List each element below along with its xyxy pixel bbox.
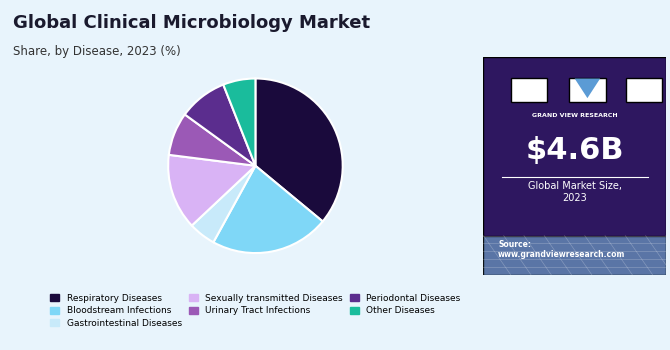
Text: Global Clinical Microbiology Market: Global Clinical Microbiology Market (13, 14, 371, 32)
Text: $4.6B: $4.6B (525, 136, 624, 165)
FancyBboxPatch shape (484, 236, 666, 275)
FancyBboxPatch shape (569, 78, 606, 103)
FancyBboxPatch shape (484, 57, 666, 275)
Wedge shape (192, 166, 255, 242)
Wedge shape (168, 155, 255, 225)
Text: Source:
www.grandviewresearch.com: Source: www.grandviewresearch.com (498, 240, 625, 259)
Text: GRAND VIEW RESEARCH: GRAND VIEW RESEARCH (532, 113, 618, 118)
Wedge shape (223, 78, 255, 166)
Wedge shape (255, 78, 343, 222)
FancyBboxPatch shape (511, 78, 547, 103)
Text: Share, by Disease, 2023 (%): Share, by Disease, 2023 (%) (13, 46, 181, 58)
Wedge shape (213, 166, 323, 253)
FancyBboxPatch shape (626, 78, 662, 103)
Wedge shape (185, 85, 255, 166)
Polygon shape (575, 78, 600, 98)
Text: Global Market Size,
2023: Global Market Size, 2023 (528, 181, 622, 203)
Wedge shape (169, 114, 255, 166)
Legend: Respiratory Diseases, Bloodstream Infections, Gastrointestinal Diseases, Sexuall: Respiratory Diseases, Bloodstream Infect… (47, 290, 464, 331)
